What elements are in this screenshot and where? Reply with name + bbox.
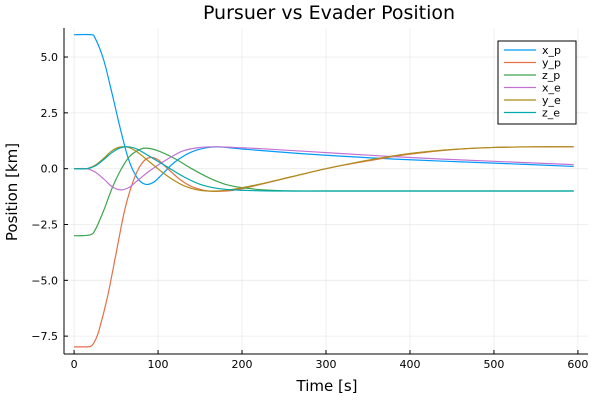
series-lines (74, 33, 574, 348)
axes: 0 100 200 300 400 500 600 −7.5 −5.0 −2.5 0.0 2.5 5.0 (31, 28, 588, 371)
legend-label: x_e (542, 82, 561, 95)
y-tick-label: −2.5 (31, 218, 58, 231)
legend-label: y_e (542, 94, 561, 107)
legend-label: z_e (542, 107, 560, 120)
legend-label: x_p (542, 44, 561, 57)
y-tick-label: 2.5 (41, 107, 59, 120)
series-line-y-p (74, 146, 574, 348)
x-tick-label: 500 (483, 358, 504, 371)
x-tick-label: 200 (232, 358, 253, 371)
x-tick-label: 100 (148, 358, 169, 371)
x-tick-label: 0 (71, 358, 78, 371)
y-axis-title: Position [km] (3, 143, 21, 241)
y-tick-label: 5.0 (41, 51, 59, 64)
y-tick-label: 0.0 (41, 163, 59, 176)
chart-title: Pursuer vs Evader Position (203, 2, 455, 24)
y-tick-label: −7.5 (31, 330, 58, 343)
y-tick-label: −5.0 (31, 274, 58, 287)
legend-box (497, 40, 577, 125)
legend-label: y_p (542, 57, 561, 70)
series-line-z-e (74, 146, 574, 192)
series-line-x-p (74, 33, 574, 186)
series-line-x-e (74, 146, 574, 191)
legend-label: z_p (542, 69, 560, 82)
x-tick-label: 300 (316, 358, 337, 371)
x-axis-title: Time [s] (296, 377, 358, 395)
series-line-y-e (74, 146, 574, 192)
legend: x_py_pz_px_ey_ez_e (497, 40, 577, 125)
x-tick-label: 600 (567, 358, 588, 371)
x-tick-label: 400 (399, 358, 420, 371)
